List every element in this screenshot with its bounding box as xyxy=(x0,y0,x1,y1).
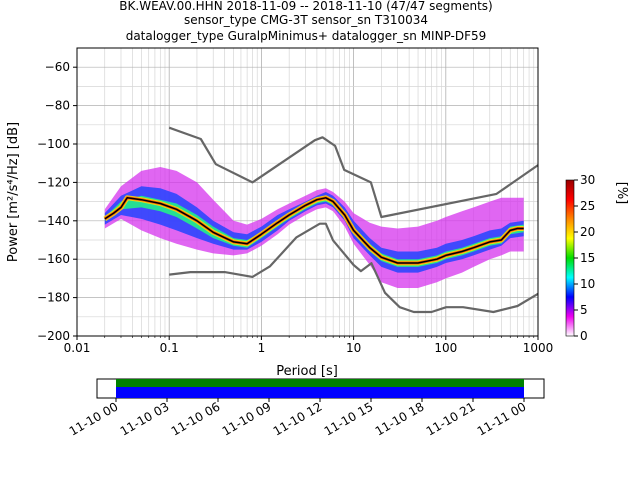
y-tick-label: −120 xyxy=(37,175,70,189)
timeline-tick-label: 11-10 12 xyxy=(271,399,325,438)
series-line-noise-model-high xyxy=(168,126,539,219)
timeline-tick-label: 11-10 00 xyxy=(67,399,121,438)
series-line-noise-model-low xyxy=(169,222,539,314)
y-tick-label: −140 xyxy=(37,214,70,228)
y-tick-label: −80 xyxy=(45,99,70,113)
timeline-tick-label: 11-10 15 xyxy=(322,399,376,438)
timeline-tick-label: 11-10 18 xyxy=(373,399,427,438)
plot-frame xyxy=(76,47,539,337)
colorbar: 0 5 10 15 20 25 30 [%] xyxy=(565,173,629,343)
timeline-tick-label: 11-10 06 xyxy=(169,399,223,438)
timeline-bar-segments xyxy=(116,387,524,398)
colorbar-tick-label: 25 xyxy=(580,199,595,213)
y-tick-label: −180 xyxy=(37,291,70,305)
colorbar-label: [%] xyxy=(614,182,629,205)
chart-title-line-2: sensor_type CMG-3T sensor_sn T310034 xyxy=(184,13,428,27)
x-tick-label: 0.01 xyxy=(64,341,91,355)
timeline-tick-label: 11-10 09 xyxy=(220,399,274,438)
timeline-bar-coverage xyxy=(116,379,524,387)
x-axis-ticks: 0.01 0.1 1 10 100 1000 xyxy=(64,336,554,355)
y-tick-label: −60 xyxy=(45,60,70,74)
colorbar-tick-label: 10 xyxy=(580,277,595,291)
y-tick-label: −200 xyxy=(37,329,70,343)
chart-title-line-1: BK.WEAV.00.HHN 2018-11-09 -- 2018-11-10 … xyxy=(119,0,492,13)
y-axis-label: Power [m²/s⁴/Hz] [dB] xyxy=(6,122,21,262)
chart-title-line-3: datalogger_type GuralpMinimus+ datalogge… xyxy=(126,29,487,43)
plot-area: 0.01 0.1 1 10 100 1000 −60 −80 −100 −120 −140 −160… xyxy=(37,47,554,355)
x-tick-label: 100 xyxy=(434,341,457,355)
timeline-tick-label: 11-11 00 xyxy=(475,399,529,438)
y-tick-label: −160 xyxy=(37,252,70,266)
x-tick-label: 0.1 xyxy=(160,341,179,355)
x-tick-label: 1 xyxy=(258,341,266,355)
x-tick-label: 10 xyxy=(346,341,361,355)
colorbar-tick-label: 5 xyxy=(580,303,588,317)
timeline-tick-label: 11-10 03 xyxy=(118,399,172,438)
x-axis-label: Period [s] xyxy=(276,364,338,379)
y-tick-label: −100 xyxy=(37,137,70,151)
colorbar-tick-label: 0 xyxy=(580,329,588,343)
colorbar-gradient xyxy=(565,179,575,337)
x-tick-label: 1000 xyxy=(523,341,554,355)
timeline-tick-label: 11-10 21 xyxy=(424,399,478,438)
colorbar-ticks: 0 5 10 15 20 25 30 xyxy=(574,173,595,343)
colorbar-tick-label: 15 xyxy=(580,251,595,265)
colorbar-tick-label: 30 xyxy=(580,173,595,187)
series-lines xyxy=(103,126,539,314)
y-axis-ticks: −60 −80 −100 −120 −140 −160 −180 −200 xyxy=(37,60,77,343)
series-line-mean xyxy=(104,197,524,264)
colorbar-tick-label: 20 xyxy=(580,225,595,239)
